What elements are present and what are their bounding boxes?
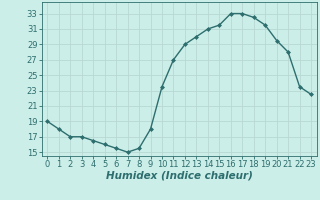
X-axis label: Humidex (Indice chaleur): Humidex (Indice chaleur) (106, 171, 252, 181)
